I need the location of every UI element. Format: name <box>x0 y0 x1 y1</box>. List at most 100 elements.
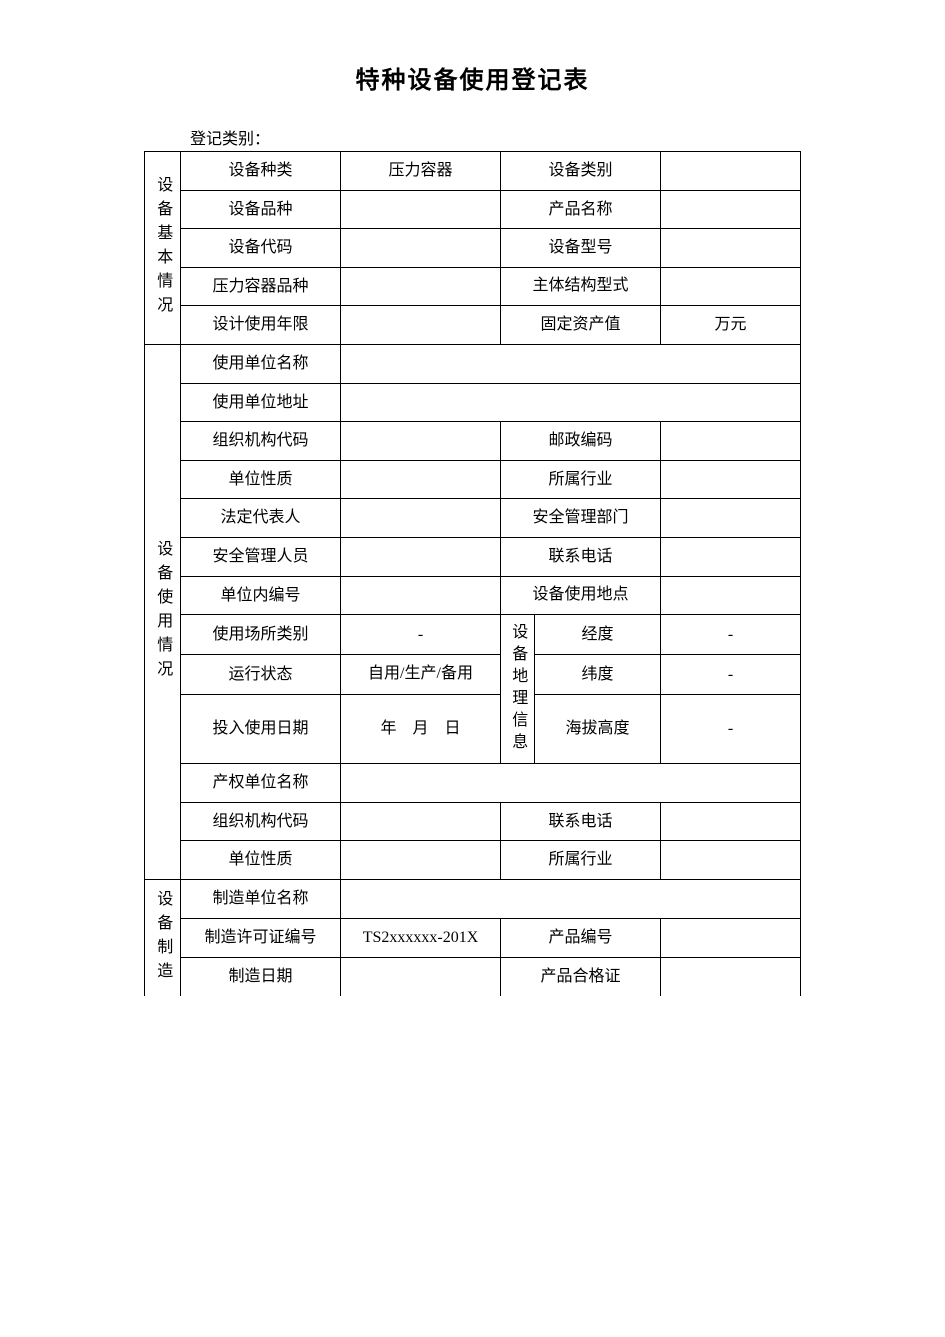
field-label: 海拔高度 <box>535 695 661 764</box>
field-label: 安全管理部门 <box>501 499 661 538</box>
field-label: 单位性质 <box>181 460 341 499</box>
field-value <box>341 383 801 422</box>
field-value <box>661 576 801 615</box>
field-label: 投入使用日期 <box>181 695 341 764</box>
field-value: - <box>661 695 801 764</box>
section-header-basic: 设备基本情况 <box>145 152 181 345</box>
field-value <box>661 460 801 499</box>
field-label: 组织机构代码 <box>181 422 341 461</box>
field-value <box>661 499 801 538</box>
table-row: 压力容器品种 主体结构型式 <box>145 267 801 306</box>
field-label: 单位内编号 <box>181 576 341 615</box>
field-value <box>341 499 501 538</box>
field-label: 所属行业 <box>501 841 661 880</box>
field-label: 制造单位名称 <box>181 879 341 918</box>
table-row: 单位性质 所属行业 <box>145 460 801 499</box>
table-row: 使用场所类别 - 设备地理信息 经度 - <box>145 615 801 655</box>
table-row: 单位性质 所属行业 <box>145 841 801 880</box>
field-label: 运行状态 <box>181 655 341 695</box>
field-label: 产品编号 <box>501 918 661 957</box>
field-value <box>341 879 801 918</box>
field-value <box>341 764 801 803</box>
field-label: 设备品种 <box>181 190 341 229</box>
field-value: 压力容器 <box>341 152 501 191</box>
section-header-mfg: 设备制造 <box>145 879 181 996</box>
field-value <box>341 190 501 229</box>
field-label: 制造日期 <box>181 957 341 996</box>
field-label: 邮政编码 <box>501 422 661 461</box>
field-label: 所属行业 <box>501 460 661 499</box>
field-value <box>341 957 501 996</box>
field-value <box>661 537 801 576</box>
field-label: 主体结构型式 <box>501 267 661 306</box>
table-row: 安全管理人员 联系电话 <box>145 537 801 576</box>
table-row: 使用单位地址 <box>145 383 801 422</box>
field-label: 使用场所类别 <box>181 615 341 655</box>
field-value <box>341 460 501 499</box>
table-row: 组织机构代码 邮政编码 <box>145 422 801 461</box>
table-row: 法定代表人 安全管理部门 <box>145 499 801 538</box>
field-label: 纬度 <box>535 655 661 695</box>
field-value: TS2xxxxxx-201X <box>341 918 501 957</box>
table-row: 设备制造 制造单位名称 <box>145 879 801 918</box>
field-value: 自用/生产/备用 <box>341 655 501 695</box>
field-label: 安全管理人员 <box>181 537 341 576</box>
field-value <box>661 802 801 841</box>
field-label: 设备型号 <box>501 229 661 268</box>
field-value <box>661 229 801 268</box>
section-header-use: 设备使用情况 <box>145 344 181 879</box>
table-row: 产权单位名称 <box>145 764 801 803</box>
field-value <box>661 841 801 880</box>
field-label: 设备代码 <box>181 229 341 268</box>
field-label: 组织机构代码 <box>181 802 341 841</box>
field-label: 设备类别 <box>501 152 661 191</box>
field-value <box>341 267 501 306</box>
field-label: 使用单位名称 <box>181 344 341 383</box>
field-value <box>341 344 801 383</box>
table-row: 设备代码 设备型号 <box>145 229 801 268</box>
geo-info-header: 设备地理信息 <box>501 615 535 764</box>
field-value <box>341 229 501 268</box>
page-title: 特种设备使用登记表 <box>80 60 865 95</box>
field-label: 经度 <box>535 615 661 655</box>
field-label: 产权单位名称 <box>181 764 341 803</box>
table-row: 设备品种 产品名称 <box>145 190 801 229</box>
field-value <box>661 190 801 229</box>
field-value <box>661 957 801 996</box>
table-row: 运行状态 自用/生产/备用 纬度 - <box>145 655 801 695</box>
field-value: 年 月 日 <box>341 695 501 764</box>
registration-table: 设备基本情况 设备种类 压力容器 设备类别 设备品种 产品名称 设备代码 设备型… <box>144 151 801 996</box>
table-row: 单位内编号 设备使用地点 <box>145 576 801 615</box>
field-value: 万元 <box>661 306 801 345</box>
field-value <box>341 576 501 615</box>
table-row: 制造许可证编号 TS2xxxxxx-201X 产品编号 <box>145 918 801 957</box>
field-value: - <box>661 615 801 655</box>
field-label: 法定代表人 <box>181 499 341 538</box>
field-value: - <box>341 615 501 655</box>
table-row: 制造日期 产品合格证 <box>145 957 801 996</box>
table-row: 设备基本情况 设备种类 压力容器 设备类别 <box>145 152 801 191</box>
field-value <box>661 267 801 306</box>
field-label: 产品合格证 <box>501 957 661 996</box>
table-row: 组织机构代码 联系电话 <box>145 802 801 841</box>
field-label: 联系电话 <box>501 802 661 841</box>
field-label: 压力容器品种 <box>181 267 341 306</box>
field-label: 使用单位地址 <box>181 383 341 422</box>
field-label: 制造许可证编号 <box>181 918 341 957</box>
field-value <box>341 802 501 841</box>
field-value: - <box>661 655 801 695</box>
field-label: 单位性质 <box>181 841 341 880</box>
field-value <box>341 422 501 461</box>
table-row: 投入使用日期 年 月 日 海拔高度 - <box>145 695 801 764</box>
field-value <box>341 537 501 576</box>
field-value <box>661 918 801 957</box>
field-label: 产品名称 <box>501 190 661 229</box>
field-value <box>661 152 801 191</box>
field-label: 固定资产值 <box>501 306 661 345</box>
field-value <box>661 422 801 461</box>
table-row: 设备使用情况 使用单位名称 <box>145 344 801 383</box>
field-label: 联系电话 <box>501 537 661 576</box>
field-label: 设计使用年限 <box>181 306 341 345</box>
registration-type-label: 登记类别： <box>190 125 865 149</box>
field-label: 设备种类 <box>181 152 341 191</box>
